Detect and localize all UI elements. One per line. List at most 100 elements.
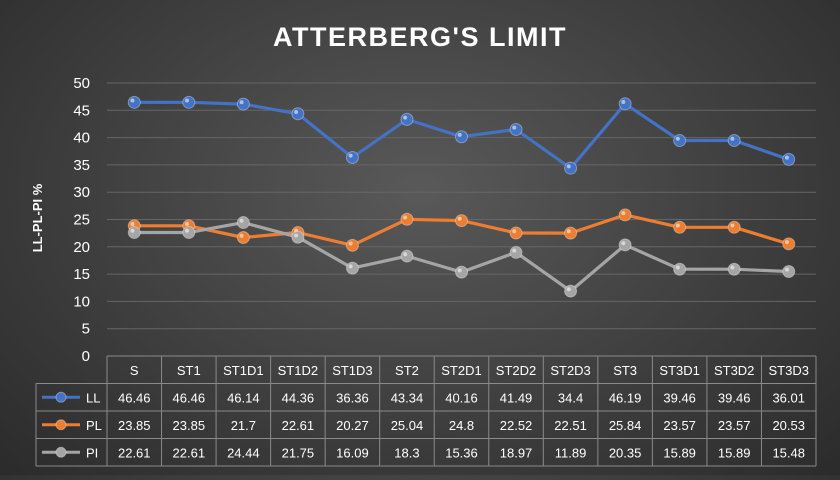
data-point-pl [673,220,687,234]
y-axis-label: LL-PL-PI % [30,183,45,252]
data-point-highlight [239,218,244,223]
category-label: ST2 [395,363,419,378]
table-value: 15.36 [445,445,478,460]
data-point-pi [291,230,305,244]
data-point-highlight [239,100,244,105]
data-point-highlight [185,98,190,103]
category-label: ST1D1 [223,363,263,378]
y-tick-label: 0 [82,348,90,365]
data-point-pl [400,212,414,226]
table-value: 21.7 [231,418,256,433]
category-label: ST3 [613,363,637,378]
data-point-pi [182,226,196,240]
legend-label: PL [86,418,102,433]
legend-key-marker [55,446,67,458]
data-point-highlight [730,265,735,270]
table-value: 20.53 [772,418,805,433]
data-point-pl [564,226,578,240]
data-point-highlight [730,223,735,228]
data-point-pl [509,226,523,240]
chart-title: ATTERBERG'S LIMIT [273,22,567,52]
data-point-ll [345,150,359,164]
data-point-highlight [784,267,789,272]
table-value: 46.14 [227,390,260,405]
legend-key-marker [55,419,67,431]
table-value: 22.51 [554,418,587,433]
category-label: ST2D1 [441,363,481,378]
category-label: ST1D3 [332,363,372,378]
y-tick-label: 45 [73,102,90,119]
data-point-highlight [457,216,462,221]
category-label: ST3D2 [714,363,754,378]
legend-label: LL [86,390,100,405]
table-value: 15.89 [718,445,751,460]
y-tick-label: 25 [73,212,90,229]
category-label: ST1 [177,363,201,378]
legend-label: PI [86,445,98,460]
data-point-ll [400,112,414,126]
table-value: 25.84 [609,418,642,433]
data-point-pl [236,231,250,245]
table-value: 22.52 [500,418,533,433]
data-point-highlight [185,228,190,233]
data-point-highlight [675,223,680,228]
data-point-pl [455,214,468,228]
data-point-ll [455,130,468,144]
table-value: 41.49 [500,390,533,405]
data-point-highlight [566,164,571,169]
data-point-highlight [348,264,353,269]
data-point-highlight [348,241,353,246]
table-value: 46.46 [173,390,206,405]
data-point-highlight [185,221,190,226]
data-point-highlight [130,98,135,103]
data-point-highlight [621,100,626,105]
data-point-ll [236,97,250,111]
data-point-highlight [130,221,135,226]
data-point-ll [673,134,687,148]
data-point-pi [236,216,250,230]
data-point-pl [782,237,796,251]
data-point-ll [127,95,141,109]
table-value: 24.44 [227,445,260,460]
data-point-ll [564,161,578,175]
data-point-pi [400,249,414,263]
data-point-highlight [730,136,735,141]
table-value: 23.57 [718,418,751,433]
data-point-highlight [675,136,680,141]
table-value: 20.27 [336,418,369,433]
table-value: 15.48 [772,445,805,460]
data-point-highlight [784,240,789,245]
category-label: ST2D2 [496,363,536,378]
table-value: 23.85 [173,418,206,433]
table-value: 20.35 [609,445,642,460]
data-point-highlight [512,125,517,130]
data-table: S ST1 ST1D1 ST1D2 ST1D3 ST2 ST2D1 ST2D2 ST2D3 ST3… [35,355,817,467]
category-label: ST1D2 [278,363,318,378]
table-value: 23.57 [663,418,696,433]
table-value: 44.36 [282,390,315,405]
data-point-highlight [621,241,626,246]
data-point-highlight [130,228,135,233]
series-layer [127,95,796,298]
data-point-highlight [403,215,408,220]
data-point-pi [618,238,632,252]
data-point-pi [782,264,796,278]
table-value: 36.36 [336,390,369,405]
data-point-pi [564,284,578,298]
data-point-pi [673,262,687,276]
data-point-pi [455,265,468,279]
category-label: S [130,363,139,378]
table-value: 15.89 [663,445,696,460]
table-value: 34.4 [558,390,583,405]
data-point-ll [182,95,196,109]
table-value: 25.04 [391,418,424,433]
data-point-pl [618,208,632,222]
y-tick-label: 30 [73,184,90,201]
table-value: 24.8 [449,418,474,433]
y-tick-label: 50 [73,75,90,92]
table-value: 22.61 [282,418,315,433]
data-point-highlight [239,233,244,238]
table-value: 11.89 [555,445,587,460]
